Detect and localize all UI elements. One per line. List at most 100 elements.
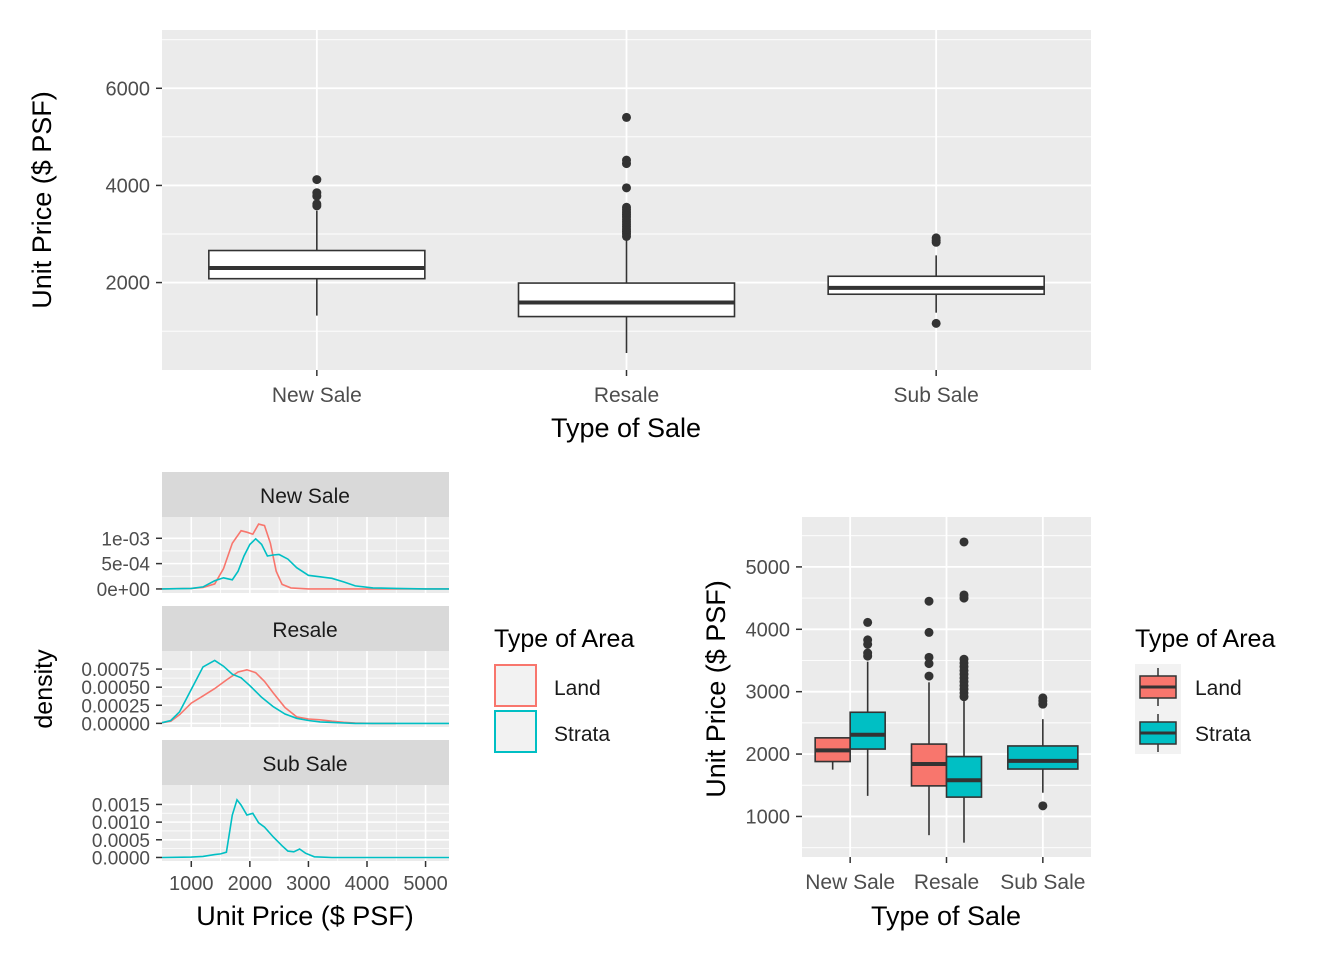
top-x-axis-title: Type of Sale [551, 413, 701, 443]
legend-label-land: Land [554, 677, 601, 700]
legend-label-land: Land [1195, 677, 1242, 700]
y-tick-label: 0.0010 [92, 813, 150, 834]
density-gridlines [162, 517, 449, 861]
legend-label-strata: Strata [554, 723, 610, 746]
y-tick-label: 2000 [746, 744, 791, 766]
x-tick-label: 5000 [403, 873, 448, 895]
outlier-point [1038, 801, 1048, 811]
grouped-y-axis-title: Unit Price ($ PSF) [701, 580, 731, 798]
top-y-axis-title: Unit Price ($ PSF) [27, 91, 57, 309]
x-tick-label: 4000 [345, 873, 390, 895]
grouped-gridlines [802, 517, 1091, 857]
density-x-axis-title: Unit Price ($ PSF) [196, 901, 414, 931]
outlier-point [622, 112, 631, 122]
density-facets: New Sale Resale Sub Sale 0e+00 5e-04 1e-03… [30, 472, 449, 931]
x-tick-label: New Sale [272, 384, 362, 407]
legend-title: Type of Area [494, 625, 634, 653]
y-tick-label: 0.00075 [81, 660, 150, 681]
outlier-point [924, 596, 934, 606]
grouped-x-axis: New Sale Resale Sub Sale [805, 857, 1085, 894]
top-boxplot: 2000 4000 6000 New Sale Resale Sub Sale Type… [27, 30, 1091, 443]
facet-strip [162, 740, 449, 785]
outlier-point [924, 627, 934, 637]
facet-strip [162, 606, 449, 651]
density-legend: Type of Area Land Strata [494, 625, 634, 753]
facet-strip-label: New Sale [260, 485, 350, 508]
y-tick-label: 4000 [106, 175, 151, 197]
box-resale [517, 112, 736, 353]
box-iqr [517, 282, 736, 318]
facet-panel-background [162, 517, 449, 593]
facet-panel-background [162, 785, 449, 861]
x-tick-label: Resale [594, 384, 659, 407]
grouped-y-axis: 1000 2000 3000 4000 5000 [746, 557, 802, 828]
y-tick-label: 0.0000 [92, 848, 150, 869]
grouped-boxes [814, 537, 1079, 843]
box-sub-sale-strata [1007, 693, 1079, 811]
outlier-point [959, 590, 969, 600]
box-new-sale-strata [849, 617, 886, 796]
legend-key-land [1139, 668, 1177, 706]
grouped-boxplot: 1000 2000 3000 4000 5000 New Sale Resale Sub S… [701, 517, 1091, 931]
x-tick-label: 2000 [228, 873, 273, 895]
facet-strip-label: Resale [272, 619, 337, 642]
box-iqr [849, 711, 886, 750]
y-tick-label: 2000 [106, 273, 151, 295]
y-tick-label: 4000 [746, 619, 791, 641]
legend-title: Type of Area [1135, 625, 1275, 653]
box-new-sale [208, 175, 426, 316]
outlier-point [931, 318, 941, 328]
box-resale-strata [945, 537, 983, 843]
top-boxes [208, 112, 1045, 353]
facet-strip [162, 472, 449, 517]
density-line-strata [161, 659, 449, 725]
box-sub-sale [827, 233, 1045, 328]
box-resale-land [910, 596, 948, 836]
x-tick-label: Sub Sale [1000, 871, 1085, 894]
density-line-strata [161, 537, 449, 590]
density-line-land [161, 523, 449, 590]
outlier-point [959, 654, 969, 664]
density-y-axes: 0e+005e-041e-030.000000.000250.000500.00… [81, 529, 162, 869]
legend-key-land [494, 664, 537, 707]
legend-key-strata [494, 710, 537, 753]
x-tick-label: Sub Sale [894, 384, 979, 407]
box-new-sale-land [814, 737, 851, 770]
outlier-point [312, 175, 322, 185]
y-tick-label: 5e-04 [101, 555, 150, 576]
facet-panel-background [162, 651, 449, 727]
grouped-x-axis-title: Type of Sale [871, 901, 1021, 931]
box-iqr [945, 755, 983, 798]
box-iqr [827, 275, 1045, 296]
outlier-point [931, 233, 941, 243]
outlier-point [622, 155, 631, 165]
outlier-point [312, 188, 322, 198]
outlier-point [959, 537, 969, 547]
outlier-point [863, 648, 873, 658]
x-tick-label: 3000 [286, 873, 331, 895]
density-line-land [161, 668, 397, 725]
y-tick-label: 1000 [746, 806, 791, 828]
outlier-point [863, 635, 873, 645]
y-tick-label: 3000 [746, 682, 791, 704]
top-x-axis: New Sale Resale Sub Sale [272, 370, 979, 407]
y-tick-label: 6000 [106, 78, 151, 100]
outlier-point [312, 199, 322, 209]
outlier-point [1038, 693, 1048, 703]
outlier-point [924, 671, 934, 681]
density-x-axis: 1000 2000 3000 4000 5000 [169, 861, 448, 895]
y-tick-label: 0.0015 [92, 795, 150, 816]
y-tick-label: 0.0005 [92, 831, 150, 852]
box-iqr [208, 249, 426, 280]
outlier-point [924, 652, 934, 662]
legend-label-strata: Strata [1195, 723, 1251, 746]
outlier-point [863, 617, 873, 627]
density-line-strata [161, 798, 449, 859]
x-tick-label: 1000 [169, 873, 214, 895]
y-tick-label: 0.00050 [81, 678, 150, 699]
y-tick-label: 1e-03 [101, 529, 150, 550]
facet-new-sale: New Sale [162, 472, 449, 593]
y-tick-label: 0.00000 [81, 714, 150, 735]
facet-strip-label: Sub Sale [262, 753, 347, 776]
y-tick-label: 0.00025 [81, 696, 150, 717]
